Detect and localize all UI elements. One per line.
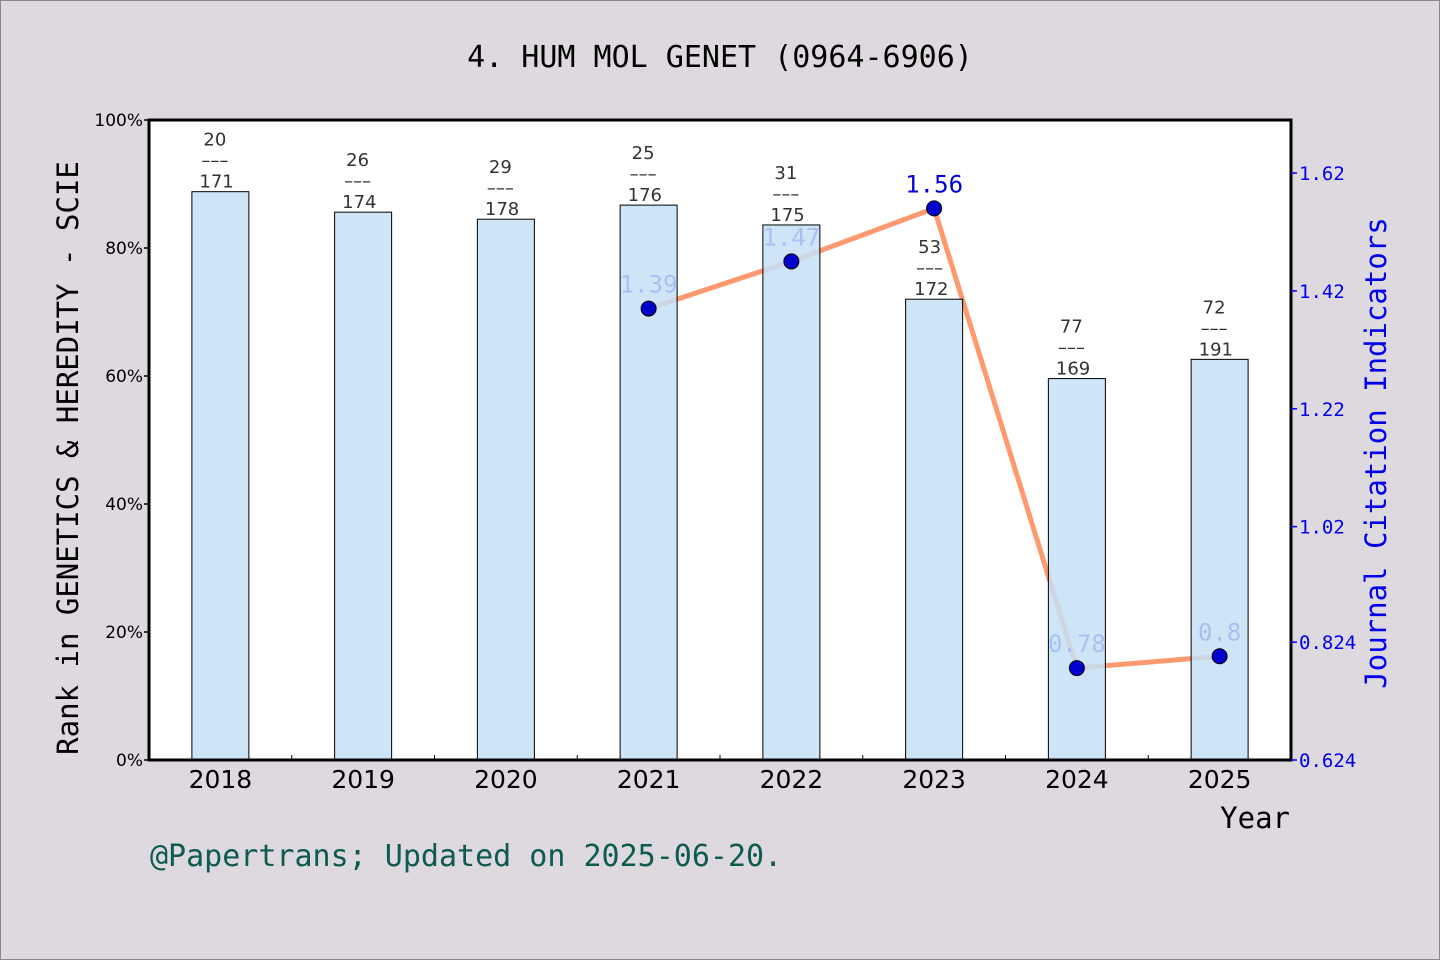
left-tick-label: 0% — [116, 751, 143, 771]
bar-2022 — [762, 224, 821, 761]
left-tick-label: 20% — [105, 623, 143, 643]
bar-2023 — [905, 298, 964, 761]
rank-label: 53 — [918, 237, 941, 258]
right-tick-label: 1.02 — [1299, 517, 1345, 539]
bar-2019 — [334, 211, 393, 761]
line-marker — [1211, 648, 1228, 665]
x-tick-label: 2020 — [474, 765, 538, 794]
x-tick-label: 2022 — [760, 765, 824, 794]
left-axis-label: Rank in GENETICS & HEREDITY - SCIE — [51, 161, 85, 755]
line-marker — [1068, 660, 1085, 677]
chart-title: 4. HUM MOL GENET (0964-6906) — [467, 40, 973, 75]
left-tick-label: 80% — [105, 239, 143, 259]
total-label: 172 — [914, 279, 948, 300]
footer-credit: @Papertrans; Updated on 2025-06-20. — [150, 839, 782, 874]
bar-2021 — [619, 204, 678, 761]
rank-divider: ––– — [487, 178, 514, 199]
x-tick-label: 2025 — [1188, 765, 1252, 794]
right-tick-label: 1.62 — [1299, 163, 1345, 185]
bar-2020 — [476, 218, 535, 761]
rank-label: 26 — [346, 150, 369, 171]
x-tick-label: 2021 — [617, 765, 681, 794]
line-marker — [783, 253, 800, 270]
right-tick-label: 1.22 — [1299, 399, 1345, 421]
x-tick-label: 2019 — [331, 765, 395, 794]
right-tick-label: 1.42 — [1299, 281, 1345, 303]
x-tick-label: 2018 — [189, 765, 253, 794]
rank-label: 77 — [1060, 317, 1083, 338]
rank-label: 20 — [203, 130, 226, 151]
rank-label: 72 — [1203, 297, 1226, 318]
rank-label: 29 — [489, 157, 512, 178]
rank-label: 25 — [632, 143, 655, 164]
total-label: 191 — [1199, 339, 1233, 360]
rank-divider: ––– — [772, 184, 799, 205]
bar-2025 — [1190, 358, 1249, 761]
total-label: 178 — [485, 199, 519, 220]
x-tick-label: 2024 — [1045, 765, 1109, 794]
rank-divider: ––– — [344, 171, 371, 192]
x-tick-label: 2023 — [902, 765, 966, 794]
right-tick-label: 0.624 — [1299, 750, 1356, 772]
right-tick-label: 0.824 — [1299, 632, 1356, 654]
total-label: 169 — [1056, 359, 1090, 380]
left-tick-label: 40% — [105, 495, 143, 515]
line-value-label: 1.56 — [905, 170, 963, 198]
x-axis-label: Year — [1220, 801, 1290, 835]
bar-2024 — [1047, 378, 1106, 761]
left-tick-label: 100% — [94, 111, 143, 131]
rank-divider: ––– — [201, 151, 228, 172]
left-tick-label: 60% — [105, 367, 143, 387]
rank-divider: ––– — [1058, 338, 1085, 359]
rank-divider: ––– — [916, 258, 943, 279]
total-label: 174 — [342, 192, 376, 213]
rank-divider: ––– — [630, 164, 657, 185]
rank-label: 31 — [774, 163, 797, 184]
line-marker — [640, 300, 657, 317]
right-axis-label: Journal Citation Indicators — [1359, 217, 1393, 688]
total-label: 175 — [770, 205, 804, 226]
total-label: 171 — [199, 172, 233, 193]
total-label: 176 — [628, 185, 662, 206]
line-marker — [926, 200, 943, 217]
bar-2018 — [191, 191, 250, 761]
rank-divider: ––– — [1201, 318, 1228, 339]
